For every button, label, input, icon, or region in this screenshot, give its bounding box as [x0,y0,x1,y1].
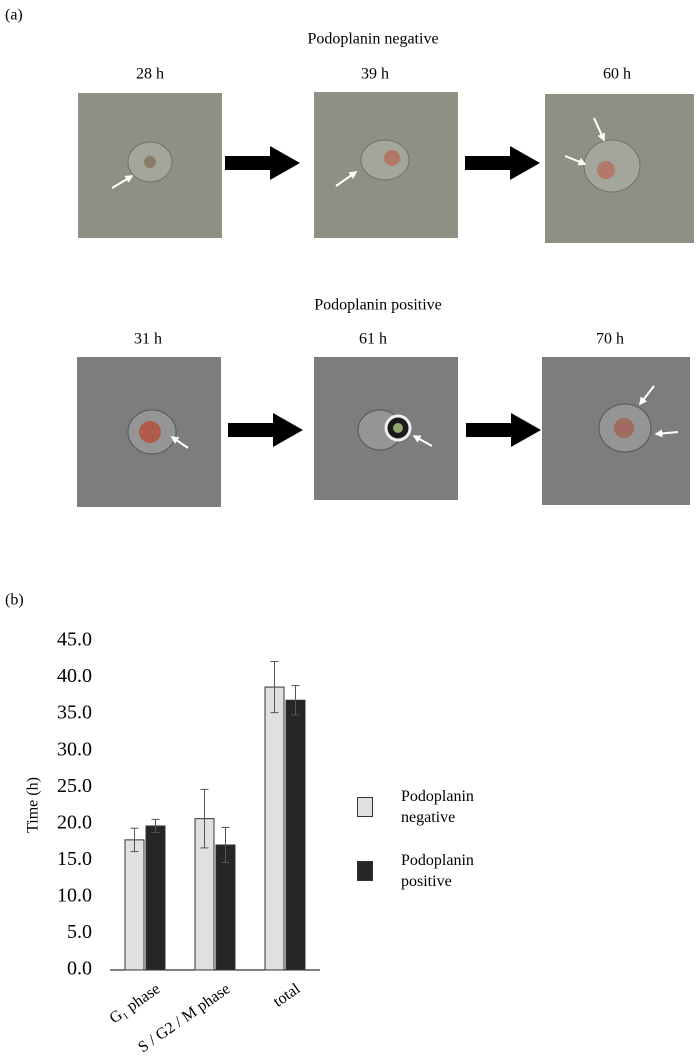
legend-label: Podoplanin positive [401,852,474,890]
legend-item: Podoplanin negative [357,786,511,828]
time-label: 39 h [361,66,389,83]
row-title: Podoplanin positive [314,297,442,314]
legend-swatch [357,861,373,881]
legend-swatch [357,797,373,817]
bar [285,699,306,971]
y-tick-label: 30.0 [57,738,92,760]
x-tick-label: total [270,980,303,1011]
micrograph [78,93,222,238]
bar [124,839,145,971]
arrow [465,146,540,180]
bar [145,825,166,971]
micrograph [545,94,694,243]
bar [264,686,285,971]
time-label: 70 h [596,331,624,348]
error-bar [221,826,230,864]
error-bar [291,685,300,716]
error-bar [130,827,139,853]
error-bar [151,818,160,834]
micrograph [77,357,221,507]
y-tick-label: 5.0 [67,921,92,943]
micrograph [314,92,458,238]
time-label: 31 h [134,331,162,348]
panel-label: (b) [5,592,24,609]
y-tick-label: 10.0 [57,884,92,906]
arrow [466,413,541,447]
arrow [225,146,300,180]
y-tick-label: 35.0 [57,702,92,724]
y-tick-label: 40.0 [57,665,92,687]
time-label: 60 h [603,66,631,83]
arrow [228,413,303,447]
micrograph [542,357,690,505]
error-bar [200,788,209,849]
time-label: 61 h [359,331,387,348]
error-bar [270,660,279,714]
row-title: Podoplanin negative [307,31,438,48]
x-tick-label: G₁ phase [106,980,163,1027]
y-tick-label: 45.0 [57,629,92,651]
micrograph [314,357,458,500]
bar [215,844,236,971]
legend-label: Podoplanin negative [401,788,474,826]
y-tick-label: 0.0 [67,958,92,980]
time-label: 28 h [136,66,164,83]
y-tick-label: 20.0 [57,811,92,833]
y-axis-label: Time (h) [25,777,42,833]
y-tick-label: 25.0 [57,775,92,797]
y-tick-label: 15.0 [57,848,92,870]
legend-item: Podoplanin positive [357,850,511,892]
panel-label: (a) [5,7,23,24]
